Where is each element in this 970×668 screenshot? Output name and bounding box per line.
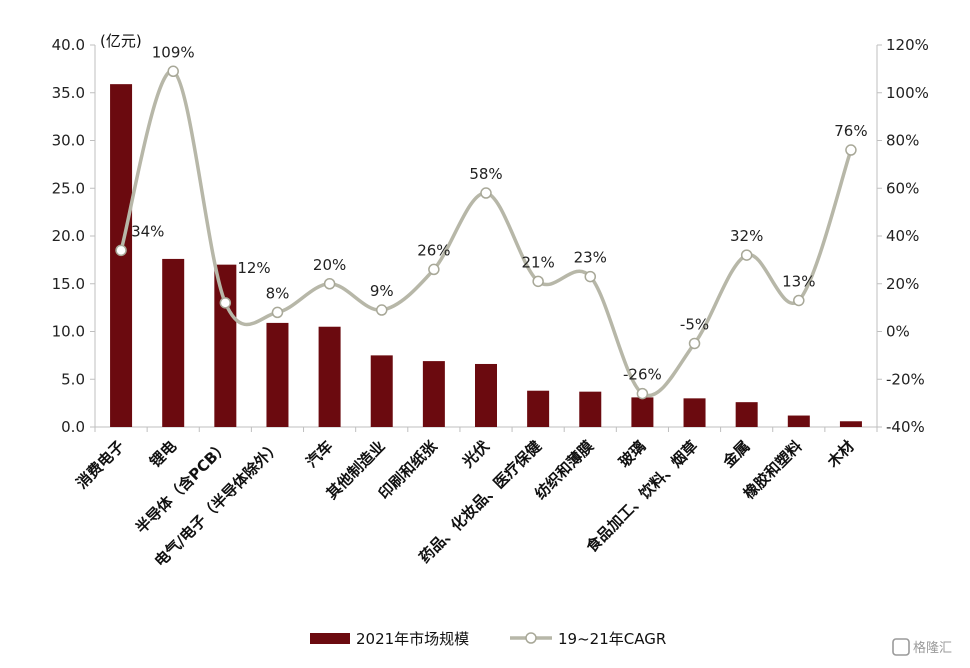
watermark: 格隆汇 [892, 638, 952, 656]
left-tick-label: 40.0 [52, 36, 85, 54]
right-tick-label: 0% [886, 323, 910, 341]
category-label: 玻璃 [615, 437, 649, 471]
cagr-point [532, 275, 544, 288]
cagr-data-label: 58% [469, 165, 502, 183]
cagr-point [167, 65, 179, 78]
cagr-data-label: 32% [730, 227, 763, 245]
bar [527, 390, 550, 427]
right-tick-label: 80% [886, 132, 919, 150]
right-tick-label: -40% [886, 418, 925, 436]
cagr-points [115, 65, 857, 400]
category-label: 消费电子 [73, 437, 128, 492]
legend-line-marker [525, 632, 537, 644]
cagr-data-label: 26% [417, 241, 450, 259]
cagr-data-label: 76% [834, 122, 867, 140]
legend: 2021年市场规模 19~21年CAGR [310, 630, 666, 648]
cagr-point [428, 263, 440, 276]
cagr-data-labels: 34% 109% 12% 8% 20% 9% 26% 58% 21% 23% -26% -5% 32% 1… [131, 43, 868, 383]
cagr-data-label: 20% [313, 256, 346, 274]
category-label: 金属 [719, 437, 754, 472]
left-tick-label: 0.0 [61, 418, 85, 436]
bar [839, 421, 862, 427]
cagr-point [323, 278, 336, 290]
cagr-data-label: -26% [623, 366, 662, 384]
bar [214, 264, 237, 427]
cagr-data-label: 9% [370, 282, 394, 300]
bar [266, 322, 289, 427]
right-tick-label: 100% [886, 84, 929, 102]
cagr-point [740, 249, 753, 261]
left-tick-label: 20.0 [52, 227, 85, 245]
left-axis-unit: (亿元) [100, 32, 142, 50]
category-label: 光伏 [458, 437, 493, 472]
bar [579, 391, 602, 427]
right-tick-label: 60% [886, 179, 919, 197]
left-tick-label: 10.0 [52, 323, 85, 341]
cagr-data-label: 23% [574, 249, 607, 267]
watermark-text: 格隆汇 [913, 640, 952, 656]
watermark-logo-icon [892, 638, 910, 656]
right-tick-label: -20% [886, 370, 925, 388]
category-label: 半导体（含PCB） [132, 437, 232, 537]
right-tick-label: 20% [886, 275, 919, 293]
bar [631, 397, 654, 427]
left-y-axis: 0.0 5.0 10.0 15.0 20.0 25.0 30.0 35.0 40.0 [52, 36, 878, 436]
cagr-point [584, 270, 597, 283]
right-tick-label: 120% [886, 36, 929, 54]
right-tick-label: 40% [886, 227, 919, 245]
cagr-point [219, 297, 232, 309]
bar [318, 326, 341, 427]
left-tick-label: 30.0 [52, 132, 85, 150]
bar [735, 402, 758, 427]
cagr-data-label: -5% [680, 315, 709, 333]
cagr-point [271, 306, 284, 319]
cagr-point [115, 244, 127, 257]
cagr-data-label: 13% [782, 272, 815, 290]
cagr-point [636, 387, 649, 400]
cagr-data-label: 34% [131, 222, 164, 240]
right-y-axis: -40% -20% 0% 20% 40% 60% 80% 100% 120% [876, 36, 929, 436]
cagr-data-label: 21% [521, 253, 554, 271]
legend-bar-label: 2021年市场规模 [356, 630, 469, 648]
cagr-point [793, 294, 805, 307]
category-label: 汽车 [302, 437, 336, 471]
bar [683, 398, 706, 427]
bar [475, 363, 497, 427]
cagr-point [375, 304, 388, 316]
left-tick-label: 5.0 [61, 370, 85, 388]
left-tick-label: 15.0 [52, 275, 85, 293]
cagr-data-label: 12% [237, 259, 270, 277]
cagr-point [688, 337, 701, 350]
category-labels: 消费电子 锂电半导体（含PCB）电气/电子（半导体除外） 汽车其他制造业印刷和纸张光… [73, 436, 858, 570]
legend-bar-swatch [310, 633, 350, 644]
bar [162, 258, 185, 427]
bar [787, 415, 810, 427]
cagr-data-label: 8% [266, 284, 290, 302]
left-tick-label: 25.0 [52, 179, 85, 197]
left-tick-label: 35.0 [52, 84, 85, 102]
category-label: 木材 [823, 437, 858, 472]
bar [370, 355, 393, 427]
bar [422, 361, 445, 427]
legend-line-label: 19~21年CAGR [558, 630, 666, 648]
cagr-point [480, 187, 492, 199]
cagr-point [845, 144, 857, 156]
category-label: 锂电 [146, 437, 180, 471]
cagr-data-label: 109% [152, 43, 195, 61]
